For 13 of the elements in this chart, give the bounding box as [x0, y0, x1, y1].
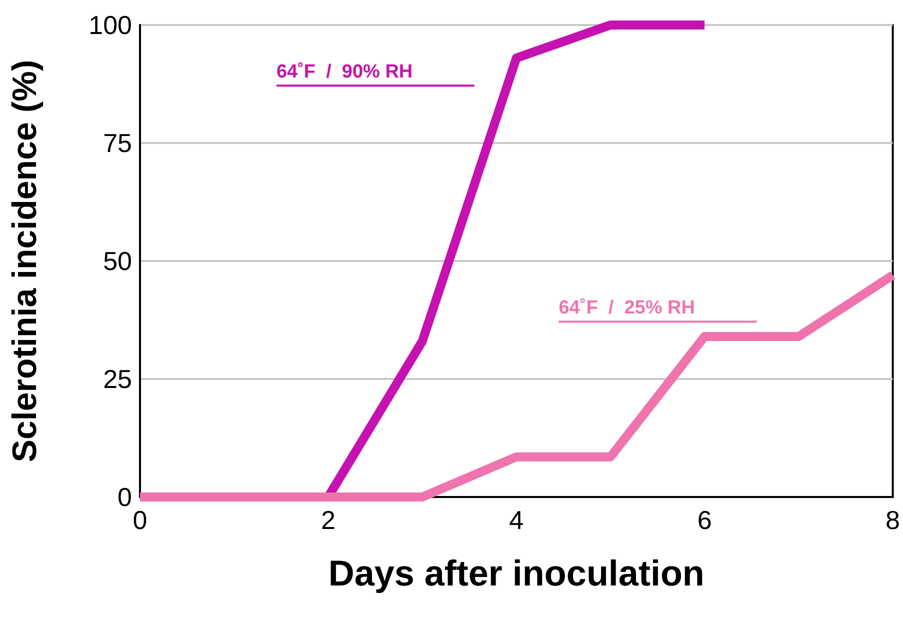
- y-tick-label: 50: [103, 246, 132, 276]
- series-label: 64˚F / 25% RH: [558, 298, 695, 319]
- x-axis-title: Days after inoculation: [328, 552, 704, 594]
- x-tick-label: 8: [886, 505, 900, 535]
- y-tick-label: 0: [118, 482, 132, 512]
- x-tick-label: 6: [697, 505, 712, 535]
- x-tick-label: 2: [320, 505, 336, 535]
- y-tick-label: 75: [103, 128, 132, 158]
- y-tick-label: 25: [103, 364, 132, 394]
- x-tick-label: 4: [509, 505, 524, 535]
- y-axis-title: Sclerotinia incidence (%): [6, 60, 44, 462]
- text: 64˚F / 90% RH: [276, 62, 413, 83]
- y-tick-label: 100: [88, 10, 132, 40]
